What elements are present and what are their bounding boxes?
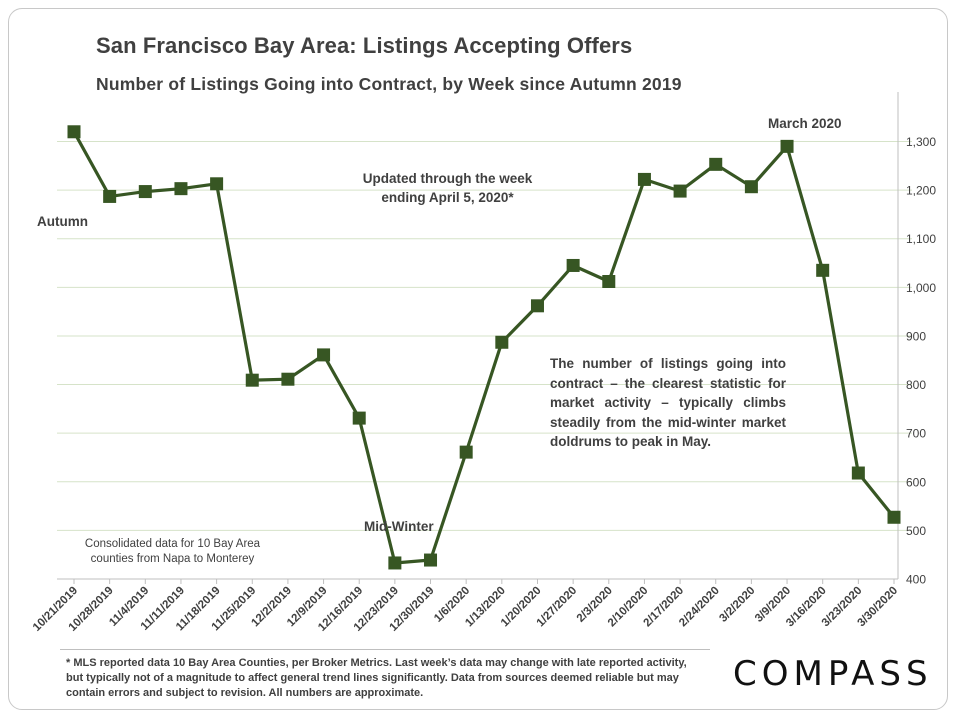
y-tick-label: 1,200	[906, 184, 936, 198]
y-tick-label: 600	[906, 475, 926, 489]
data-point	[673, 184, 687, 198]
annotation-march-2020: March 2020	[768, 116, 842, 131]
data-point	[388, 556, 402, 570]
chart-title: San Francisco Bay Area: Listings Accepti…	[96, 33, 633, 58]
y-tick-label: 1,300	[906, 135, 936, 149]
data-point	[637, 172, 651, 186]
data-point	[245, 373, 259, 387]
data-point	[424, 553, 438, 567]
data-point	[709, 157, 723, 171]
y-tick-label: 1,000	[906, 281, 936, 295]
data-point	[816, 263, 830, 277]
y-tick-label: 900	[906, 329, 926, 343]
y-tick-label: 500	[906, 524, 926, 538]
compass-logo: COMPASS	[733, 654, 933, 694]
y-axis: 400 500 600 700 800 900 1,000 1,100 1,200 1,300	[897, 92, 936, 587]
data-point	[566, 258, 580, 272]
annotation-mid-winter: Mid-Winter	[364, 519, 434, 534]
data-point	[281, 372, 295, 386]
annotation-autumn: Autumn	[37, 214, 88, 229]
footer-divider	[60, 649, 710, 650]
data-point	[352, 411, 366, 425]
y-tick-label: 1,100	[906, 232, 936, 246]
annotation-updated: Updated through the week ending April 5,…	[362, 171, 533, 205]
data-point	[138, 185, 152, 199]
slide-frame	[8, 8, 948, 710]
data-point	[887, 510, 901, 524]
data-point	[780, 139, 794, 153]
data-point	[67, 125, 81, 139]
annotation-market-note: The number of listings going into contra…	[550, 356, 786, 449]
data-point	[174, 182, 188, 196]
chart-subtitle: Number of Listings Going into Contract, …	[96, 74, 682, 94]
series-layer	[67, 125, 901, 570]
data-point	[459, 445, 473, 459]
x-tick-label: 3/2/2020	[717, 585, 757, 625]
data-point	[317, 348, 331, 362]
data-point	[530, 299, 544, 313]
data-point	[103, 189, 117, 203]
annotation-consolidated-data: Consolidated data for 10 Bay Area counti…	[84, 538, 261, 565]
data-point	[602, 275, 616, 288]
data-point	[495, 335, 509, 349]
y-tick-label: 400	[906, 573, 926, 587]
data-point	[210, 177, 224, 191]
x-axis: 10/21/201910/28/201911/4/201911/11/20191…	[31, 578, 900, 634]
y-tick-label: 700	[906, 427, 926, 441]
data-point	[851, 466, 865, 480]
data-point	[744, 180, 758, 194]
y-tick-label: 800	[906, 378, 926, 392]
footnote: * MLS reported data 10 Bay Area Counties…	[66, 657, 687, 699]
grid-lines	[57, 141, 912, 531]
